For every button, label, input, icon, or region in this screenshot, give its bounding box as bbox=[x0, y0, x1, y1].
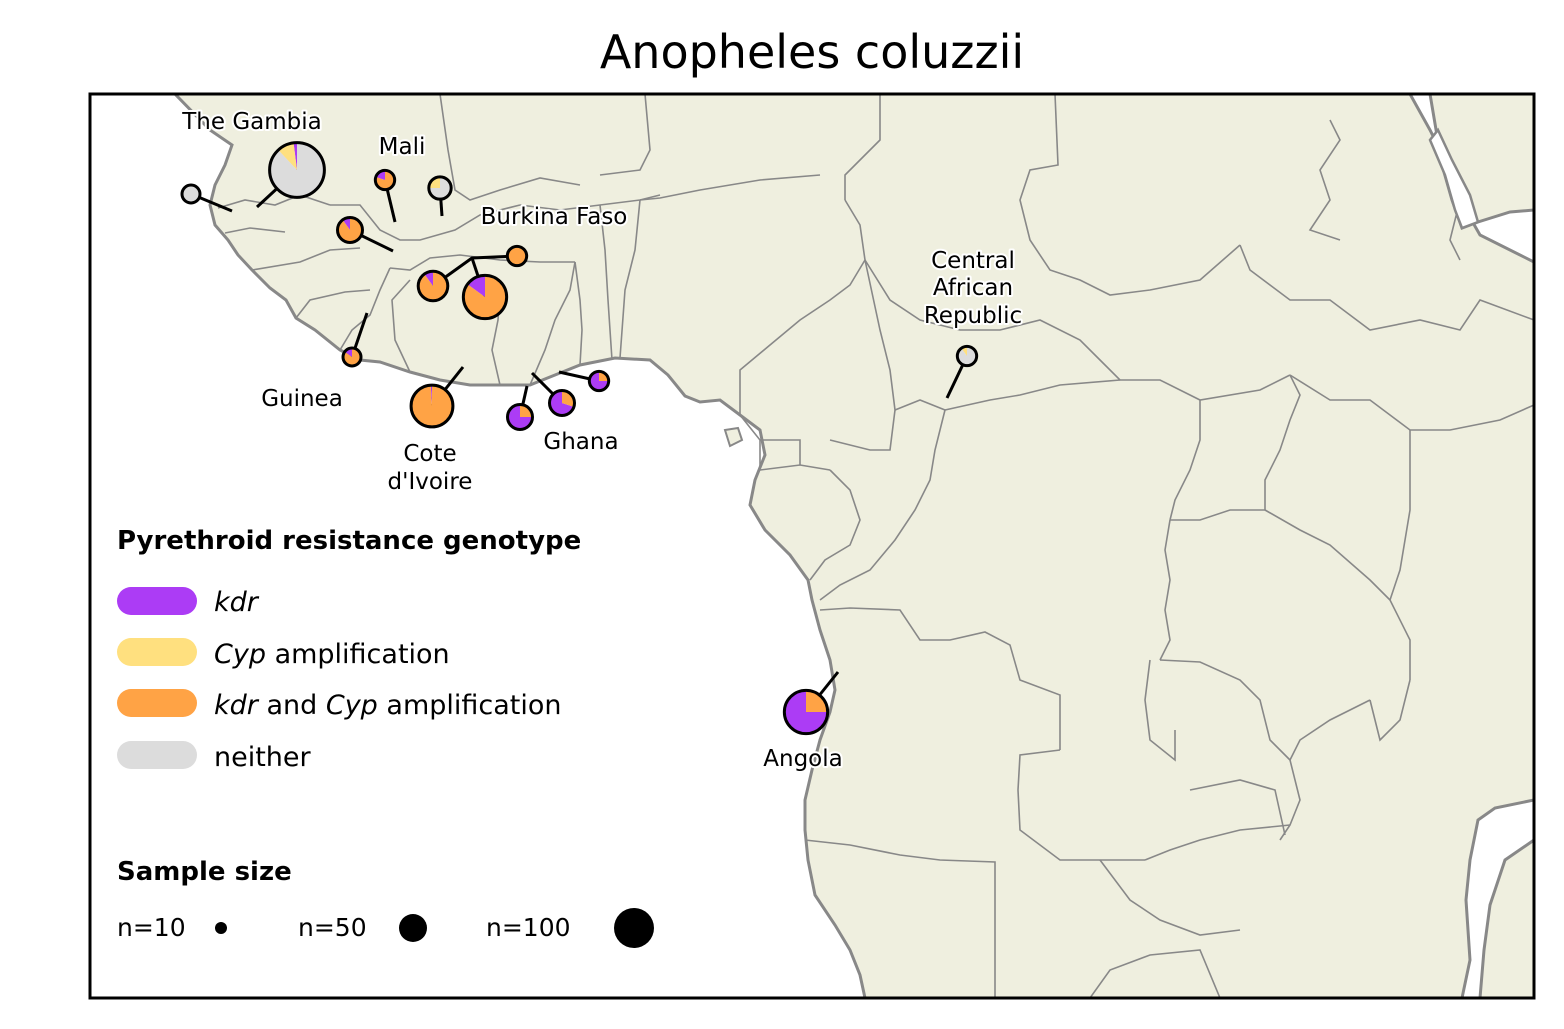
site-pie-ghana-1 bbox=[506, 403, 534, 431]
legend-swatch-kdr bbox=[117, 587, 197, 615]
site-pie-ghana-3 bbox=[587, 369, 611, 393]
label-angola: Angola bbox=[763, 746, 842, 772]
site-pie-car bbox=[955, 344, 979, 368]
pie-slice-neither bbox=[428, 176, 452, 200]
genotype-legend: Pyrethroid resistance genotype kdr Cyp a… bbox=[117, 526, 581, 773]
pie-slice-kdr bbox=[549, 390, 574, 416]
pie-slice-both bbox=[599, 371, 609, 381]
country-borders bbox=[217, 94, 1534, 998]
pie-slice-kdr bbox=[424, 271, 433, 286]
pie-outline bbox=[461, 273, 509, 321]
pie-slice-cyp bbox=[278, 142, 297, 170]
legend-label-neither: neither bbox=[214, 742, 312, 773]
pie-slice-both bbox=[463, 275, 507, 319]
pie-slice-both bbox=[337, 217, 363, 243]
pie-slice-neither bbox=[269, 142, 325, 198]
legend-swatch-cyp bbox=[117, 638, 197, 666]
size-label-n100: n=100 bbox=[486, 913, 571, 942]
pie-slice-kdr bbox=[293, 142, 297, 170]
label-burkina-faso: Burkina Faso bbox=[481, 204, 628, 230]
place-labels: The Gambia Mali Burkina Faso Central Afr… bbox=[179, 107, 1024, 774]
label-mali: Mali bbox=[379, 134, 426, 160]
sample-size-legend-title: Sample size bbox=[117, 857, 292, 887]
africa-landmass bbox=[172, 94, 1534, 998]
pie-slice-both bbox=[520, 404, 533, 417]
size-label-n10: n=10 bbox=[117, 913, 186, 942]
red-sea bbox=[1428, 127, 1480, 230]
site-pie-burkina-2 bbox=[416, 269, 450, 303]
size-marker-n10 bbox=[215, 922, 227, 934]
pie-outline bbox=[341, 346, 363, 368]
legend-swatch-both bbox=[117, 689, 197, 717]
map-frame bbox=[88, 92, 1536, 1000]
pie-slice-neither bbox=[957, 346, 977, 366]
pie-outline bbox=[548, 389, 576, 417]
pie-slice-both bbox=[806, 690, 828, 712]
pie-outline bbox=[416, 269, 450, 303]
label-the-gambia: The Gambia bbox=[181, 109, 322, 135]
site-pie-gambia-west bbox=[180, 183, 202, 205]
pie-slice-cyp bbox=[428, 176, 440, 188]
pie-outline bbox=[505, 244, 529, 268]
legend-label-kdr: kdr bbox=[214, 587, 260, 618]
pie-outline bbox=[373, 168, 397, 192]
pie-outline bbox=[336, 216, 364, 244]
pie-outline bbox=[506, 403, 534, 431]
label-cote-divoire-line1: Cote bbox=[403, 441, 456, 467]
pie-outline bbox=[782, 688, 830, 736]
map-area bbox=[90, 94, 1534, 998]
madagascar-landmass bbox=[1478, 838, 1534, 998]
pie-slice-kdr bbox=[430, 385, 432, 406]
sample-size-legend: Sample size n=10 n=50 n=100 bbox=[117, 857, 654, 948]
size-marker-n50 bbox=[399, 914, 427, 942]
pie-slice-kdr bbox=[375, 170, 385, 180]
legend-label-cyp: Cyp amplification bbox=[214, 639, 450, 670]
label-guinea: Guinea bbox=[261, 386, 343, 412]
site-pie-ghana-2 bbox=[548, 389, 576, 417]
size-label-n50: n=50 bbox=[298, 913, 367, 942]
pie-outline bbox=[268, 141, 326, 199]
pie-slice-both bbox=[507, 246, 527, 266]
site-pie-civ bbox=[409, 383, 455, 429]
pie-slice-both bbox=[562, 390, 575, 407]
site-pie-gambia-main bbox=[268, 141, 326, 199]
pie-slice-both bbox=[411, 385, 453, 427]
legend-label-both: kdr and Cyp amplification bbox=[214, 690, 562, 721]
label-car-line1: Central bbox=[931, 248, 1015, 274]
label-cote-divoire-line2: d'Ivoire bbox=[388, 469, 473, 495]
pie-outline bbox=[409, 383, 455, 429]
label-ghana: Ghana bbox=[543, 429, 618, 455]
pie-slice-both bbox=[375, 170, 395, 190]
site-pie-burkina-3 bbox=[461, 273, 509, 321]
map-title: Anopheles coluzzii bbox=[600, 25, 1024, 79]
pie-slice-both bbox=[342, 348, 361, 366]
bioko-island bbox=[723, 426, 744, 448]
site-pie-mali-3 bbox=[336, 216, 364, 244]
label-car-line2: African bbox=[933, 275, 1013, 301]
size-marker-n100 bbox=[614, 908, 654, 948]
genotype-legend-title: Pyrethroid resistance genotype bbox=[117, 526, 581, 556]
site-pie-guinea bbox=[341, 346, 363, 368]
legend-swatch-neither bbox=[117, 741, 197, 769]
pie-outline bbox=[587, 369, 611, 393]
site-pie-burkina-1 bbox=[505, 244, 529, 268]
site-pie-markers bbox=[180, 141, 979, 736]
pie-slice-kdr bbox=[342, 217, 350, 230]
site-pie-angola bbox=[782, 688, 830, 736]
site-pie-mali-2 bbox=[427, 175, 453, 201]
pie-outline bbox=[427, 175, 453, 201]
pie-outline bbox=[180, 183, 202, 205]
pie-slice-both bbox=[418, 271, 448, 301]
site-pie-mali-1 bbox=[373, 168, 397, 192]
pie-slice-neither bbox=[182, 185, 200, 203]
pie-outline bbox=[955, 344, 979, 368]
label-car-line3: Republic bbox=[924, 303, 1022, 329]
